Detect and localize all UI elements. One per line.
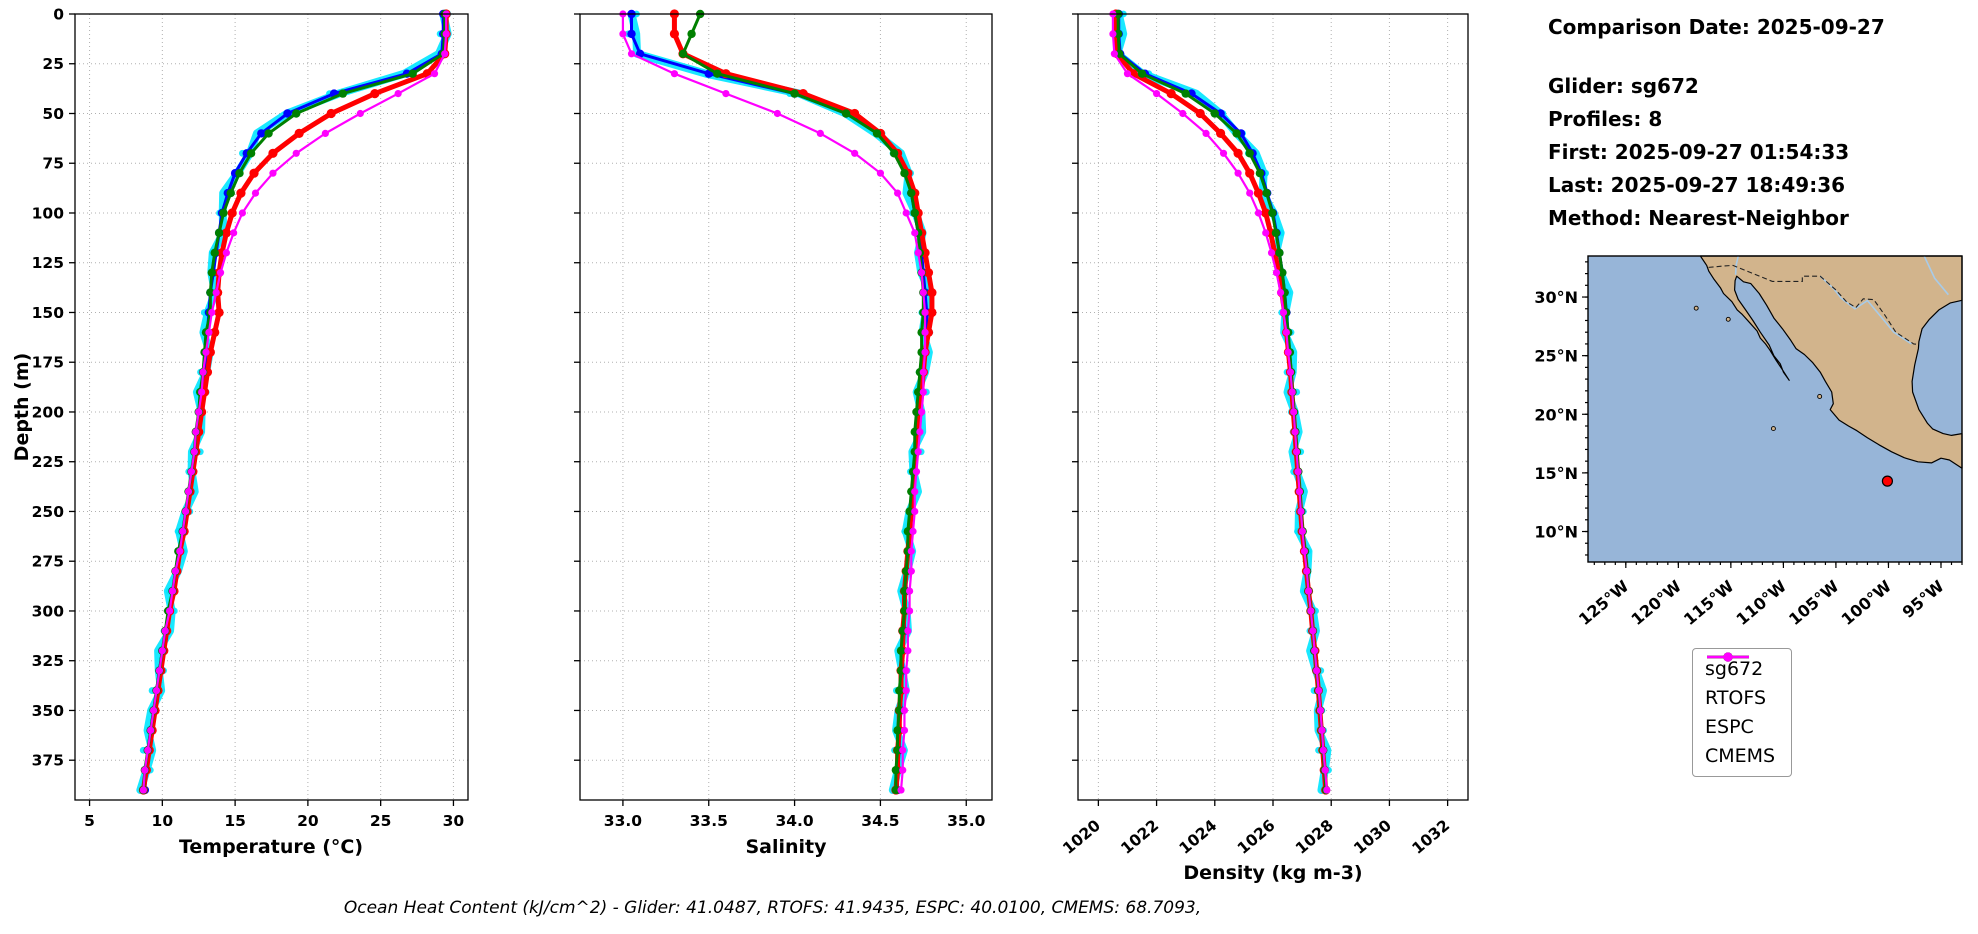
svg-text:95°W: 95°W [1899, 576, 1948, 622]
first-profile-time-text: First: 2025-09-27 01:54:33 [1548, 140, 1850, 164]
svg-text:120°W: 120°W [1627, 576, 1685, 629]
series-CMEMS [139, 10, 450, 794]
tick-labels: 33.0 33.5 34.0 34.5 35.0 [604, 812, 986, 830]
svg-text:375: 375 [32, 752, 64, 770]
svg-text:110°W: 110°W [1733, 576, 1791, 629]
svg-text:20°N: 20°N [1534, 405, 1578, 424]
legend-marker [1707, 652, 1749, 662]
svg-text:5: 5 [84, 812, 95, 830]
svg-text:275: 275 [32, 553, 64, 571]
svg-text:25°N: 25°N [1534, 347, 1578, 366]
land-masses [1693, 255, 1963, 469]
svg-text:33.0: 33.0 [604, 812, 642, 830]
temperature-profile-chart: 5 10 15 20 25 3002550751001251501752002252502… [32, 6, 469, 831]
temperature-axis-label: Temperature (°C) [178, 836, 364, 858]
legend-label: RTOFS [1705, 687, 1767, 709]
legend-label: sg672 [1705, 658, 1764, 680]
svg-text:25: 25 [42, 55, 64, 73]
svg-text:1028: 1028 [1292, 816, 1337, 858]
svg-text:225: 225 [32, 453, 64, 471]
svg-text:150: 150 [32, 304, 65, 322]
info-panel: Comparison Date: 2025-09-27 Glider: sg67… [1548, 14, 1885, 238]
legend-label: ESPC [1705, 716, 1754, 738]
glider-name-text: Glider: sg672 [1548, 74, 1699, 98]
svg-text:30: 30 [443, 812, 465, 830]
legend-entry-RTOFS: RTOFS [1705, 652, 1775, 709]
legend-entry-CMEMS: CMEMS [1705, 652, 1776, 767]
svg-text:1030: 1030 [1350, 816, 1395, 858]
svg-text:75: 75 [42, 155, 64, 173]
axis-ticks [574, 13, 967, 806]
svg-text:100: 100 [32, 204, 65, 222]
svg-text:34.5: 34.5 [861, 812, 899, 830]
info-spacer [1548, 47, 1885, 73]
rivers [1734, 255, 1949, 345]
series-CMEMS [619, 10, 929, 794]
svg-text:20: 20 [297, 812, 319, 830]
svg-text:1026: 1026 [1234, 816, 1279, 858]
map-ticks [1582, 261, 1963, 568]
tick-labels: 5 10 15 20 25 3002550751001251501752002252502… [32, 6, 465, 831]
comparison-date-text: Comparison Date: 2025-09-27 [1548, 15, 1885, 39]
glider-position-marker [1881, 475, 1894, 487]
depth-axis-label: Depth (m) [11, 352, 33, 462]
series-CMEMS [1109, 10, 1331, 794]
svg-text:105°W: 105°W [1785, 576, 1843, 629]
svg-text:15°N: 15°N [1534, 464, 1578, 483]
legend-label: CMEMS [1705, 745, 1776, 767]
svg-text:25: 25 [370, 812, 392, 830]
svg-text:300: 300 [32, 602, 65, 620]
last-profile-time-text: Last: 2025-09-27 18:49:36 [1548, 173, 1846, 197]
profiles-count-text: Profiles: 8 [1548, 107, 1663, 131]
svg-text:325: 325 [32, 652, 64, 670]
tick-labels: 1020 1022 1024 1026 1028 1030 1032 [1059, 816, 1453, 858]
svg-text:50: 50 [42, 105, 64, 123]
ocean-heat-content-caption: Ocean Heat Content (kJ/cm^2) - Glider: 4… [343, 898, 1202, 918]
svg-text:1022: 1022 [1118, 816, 1163, 858]
svg-text:125°W: 125°W [1575, 576, 1633, 629]
legend-entry-ESPC: ESPC [1705, 652, 1775, 738]
svg-text:0: 0 [53, 6, 64, 24]
svg-text:15: 15 [224, 812, 246, 830]
density-profile-chart: 1020 1022 1024 1026 1028 1030 1032 [1059, 9, 1469, 858]
salinity-axis-label: Salinity [745, 836, 827, 858]
svg-text:35.0: 35.0 [947, 812, 985, 830]
svg-text:33.5: 33.5 [690, 812, 728, 830]
svg-text:1020: 1020 [1059, 816, 1104, 858]
svg-text:30°N: 30°N [1534, 288, 1578, 307]
svg-text:250: 250 [32, 503, 65, 521]
svg-text:125: 125 [32, 254, 64, 272]
axis-ticks [1072, 13, 1449, 806]
salinity-profile-chart: 33.0 33.5 34.0 34.5 35.0 [574, 9, 993, 830]
density-axis-label: Density (kg m-3) [1183, 862, 1363, 884]
svg-text:100°W: 100°W [1838, 576, 1896, 629]
svg-text:115°W: 115°W [1680, 576, 1738, 629]
svg-text:200: 200 [32, 403, 65, 421]
svg-text:175: 175 [32, 354, 64, 372]
svg-text:10: 10 [152, 812, 174, 830]
legend: sg672 RTOFS ESPC CMEMS [1692, 648, 1793, 777]
method-text: Method: Nearest-Neighbor [1548, 206, 1849, 230]
country-borders [1708, 264, 1919, 346]
svg-text:34.0: 34.0 [775, 812, 813, 830]
svg-text:1024: 1024 [1176, 816, 1221, 858]
svg-text:1032: 1032 [1409, 816, 1454, 858]
axis-ticks [69, 13, 455, 806]
svg-text:350: 350 [32, 702, 65, 720]
svg-text:10°N: 10°N [1534, 523, 1578, 542]
